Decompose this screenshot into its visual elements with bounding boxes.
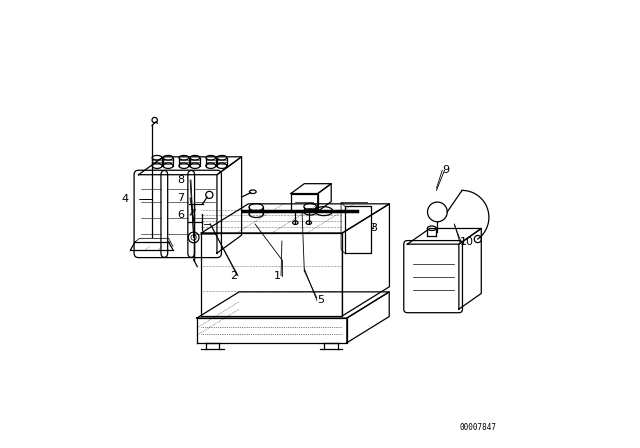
Text: 9: 9 xyxy=(442,165,449,175)
Text: 00007847: 00007847 xyxy=(460,423,497,432)
Text: 7: 7 xyxy=(177,193,184,203)
Text: 10: 10 xyxy=(460,237,474,247)
Text: 6: 6 xyxy=(177,210,184,220)
Text: 2: 2 xyxy=(230,271,237,280)
Text: 5: 5 xyxy=(317,295,324,305)
Text: 8: 8 xyxy=(177,175,184,185)
Text: 1: 1 xyxy=(274,271,281,280)
Text: 3: 3 xyxy=(371,224,378,233)
Text: 4: 4 xyxy=(121,194,128,204)
